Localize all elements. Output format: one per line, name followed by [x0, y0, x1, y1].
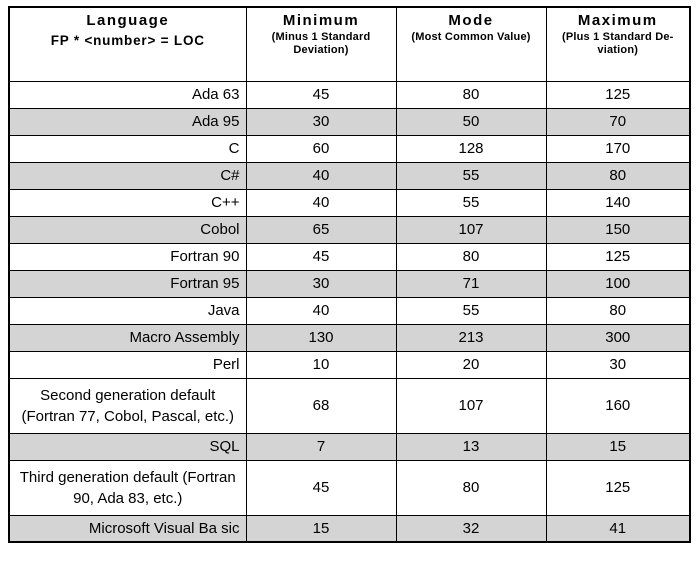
table-row: Third generation default (Fortran 90, Ad… — [8, 459, 691, 516]
header-language: Language FP * <number> = LOC — [8, 6, 247, 82]
table-row: Fortran 90 45 80 125 — [8, 242, 691, 271]
min-cell: 40 — [245, 188, 397, 217]
header-minimum-title: Minimum — [282, 12, 360, 29]
table-row: Fortran 95 30 71 100 — [8, 269, 691, 298]
mode-cell: 71 — [395, 269, 547, 298]
mode-cell: 80 — [395, 459, 547, 516]
min-cell: 60 — [245, 134, 397, 163]
mode-cell: 55 — [395, 296, 547, 325]
min-cell: 40 — [245, 296, 397, 325]
table-row: C++ 40 55 140 — [8, 188, 691, 217]
language-cell: Fortran 90 — [8, 242, 247, 271]
max-cell: 41 — [545, 514, 691, 543]
table-row: Cobol 65 107 150 — [8, 215, 691, 244]
mode-cell: 80 — [395, 80, 547, 109]
max-cell: 125 — [545, 80, 691, 109]
max-cell: 160 — [545, 377, 691, 434]
header-maximum-title: Maximum — [577, 12, 658, 29]
min-cell: 30 — [245, 269, 397, 298]
max-cell: 150 — [545, 215, 691, 244]
max-cell: 140 — [545, 188, 691, 217]
min-cell: 10 — [245, 350, 397, 379]
mode-cell: 50 — [395, 107, 547, 136]
language-cell: Microsoft Visual Ba sic — [8, 514, 247, 543]
min-cell: 65 — [245, 215, 397, 244]
min-cell: 130 — [245, 323, 397, 352]
language-cell: Fortran 95 — [8, 269, 247, 298]
language-cell: Second generation default (Fortran 77, C… — [8, 377, 247, 434]
max-cell: 15 — [545, 432, 691, 461]
max-cell: 30 — [545, 350, 691, 379]
mode-cell: 128 — [395, 134, 547, 163]
table-row: Java 40 55 80 — [8, 296, 691, 325]
language-cell: Perl — [8, 350, 247, 379]
language-cell: Java — [8, 296, 247, 325]
mode-cell: 55 — [395, 188, 547, 217]
table-row: SQL 7 13 15 — [8, 432, 691, 461]
max-cell: 300 — [545, 323, 691, 352]
min-cell: 7 — [245, 432, 397, 461]
language-cell: C++ — [8, 188, 247, 217]
mode-cell: 213 — [395, 323, 547, 352]
header-language-subtitle: FP * <number> = LOC — [50, 33, 205, 48]
table-row: Second generation default (Fortran 77, C… — [8, 377, 691, 434]
table-row: Ada 95 30 50 70 — [8, 107, 691, 136]
header-mode: Mode (Most Common Value) — [395, 6, 547, 82]
max-cell: 80 — [545, 296, 691, 325]
header-language-title: Language — [86, 12, 170, 29]
language-cell: Macro Assembly — [8, 323, 247, 352]
table-header: Language FP * <number> = LOC Minimum (Mi… — [8, 6, 691, 82]
table-body: Ada 63 45 80 125 Ada 95 30 50 70 C 60 12… — [8, 80, 691, 543]
mode-cell: 32 — [395, 514, 547, 543]
header-maximum: Maximum (Plus 1 Standard De-viation) — [545, 6, 691, 82]
language-cell: Ada 63 — [8, 80, 247, 109]
min-cell: 68 — [245, 377, 397, 434]
min-cell: 15 — [245, 514, 397, 543]
language-cell: C# — [8, 161, 247, 190]
mode-cell: 20 — [395, 350, 547, 379]
min-cell: 30 — [245, 107, 397, 136]
table-row: C# 40 55 80 — [8, 161, 691, 190]
table-row: Perl 10 20 30 — [8, 350, 691, 379]
language-cell: Third generation default (Fortran 90, Ad… — [8, 459, 247, 516]
language-cell: Cobol — [8, 215, 247, 244]
header-mode-subtitle: (Most Common Value) — [411, 31, 531, 43]
header-minimum-subtitle: (Minus 1 Standard Deviation) — [271, 31, 371, 56]
table-row: Macro Assembly 130 213 300 — [8, 323, 691, 352]
header-mode-title: Mode — [448, 12, 494, 29]
table-row: Microsoft Visual Ba sic 15 32 41 — [8, 514, 691, 543]
language-cell: SQL — [8, 432, 247, 461]
min-cell: 45 — [245, 80, 397, 109]
table-row: Ada 63 45 80 125 — [8, 80, 691, 109]
header-row: Language FP * <number> = LOC Minimum (Mi… — [8, 6, 691, 82]
header-minimum: Minimum (Minus 1 Standard Deviation) — [245, 6, 397, 82]
max-cell: 125 — [545, 459, 691, 516]
mode-cell: 107 — [395, 215, 547, 244]
min-cell: 45 — [245, 242, 397, 271]
min-cell: 45 — [245, 459, 397, 516]
max-cell: 100 — [545, 269, 691, 298]
mode-cell: 13 — [395, 432, 547, 461]
max-cell: 80 — [545, 161, 691, 190]
header-maximum-subtitle: (Plus 1 Standard De-viation) — [561, 31, 674, 56]
mode-cell: 107 — [395, 377, 547, 434]
max-cell: 70 — [545, 107, 691, 136]
mode-cell: 55 — [395, 161, 547, 190]
mode-cell: 80 — [395, 242, 547, 271]
language-cell: Ada 95 — [8, 107, 247, 136]
max-cell: 125 — [545, 242, 691, 271]
max-cell: 170 — [545, 134, 691, 163]
table-row: C 60 128 170 — [8, 134, 691, 163]
fp-to-loc-table: Language FP * <number> = LOC Minimum (Mi… — [8, 6, 691, 543]
language-cell: C — [8, 134, 247, 163]
min-cell: 40 — [245, 161, 397, 190]
